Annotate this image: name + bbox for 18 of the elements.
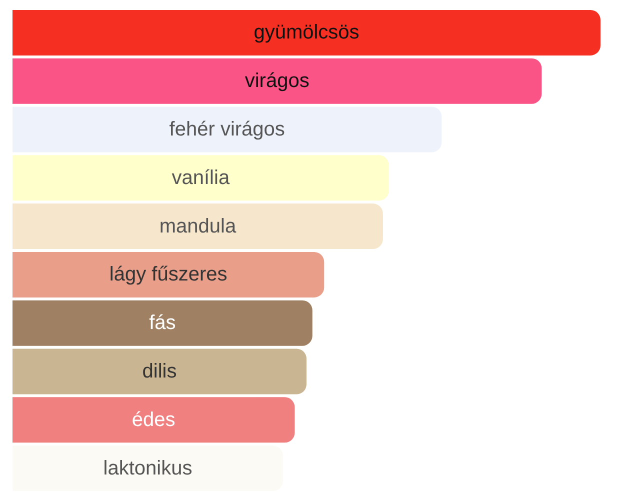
y-tick-label: fás: [149, 312, 176, 334]
y-tick-label: gyümölcsös: [254, 22, 360, 44]
bar: [12, 10, 600, 56]
y-tick-label: fehér virágos: [169, 118, 285, 140]
bar: [12, 300, 312, 346]
y-tick-label: mandula: [159, 215, 237, 238]
y-tick-label: édes: [132, 408, 176, 431]
y-tick-label: lágy fűszeres: [109, 264, 228, 286]
bar: [12, 397, 295, 443]
bar: [12, 204, 383, 250]
y-tick-label: vanília: [172, 166, 230, 189]
bar: [12, 155, 389, 201]
y-tick-label: virágos: [244, 70, 310, 92]
bar: [12, 58, 542, 104]
y-tick-label: laktonikus: [103, 457, 192, 480]
bar: [12, 252, 324, 298]
bar: [12, 348, 306, 394]
y-tick-label: dilis: [142, 360, 177, 382]
